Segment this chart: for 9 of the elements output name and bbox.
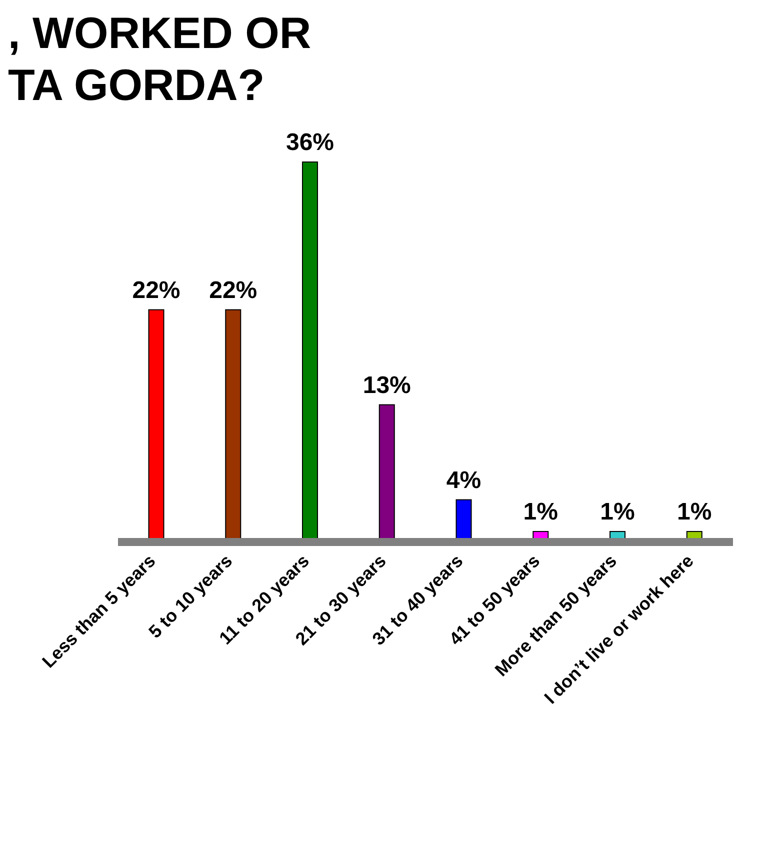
data-label: 22%: [132, 276, 180, 304]
data-label: 1%: [600, 498, 635, 526]
data-label: 4%: [446, 466, 482, 494]
data-label: 22%: [209, 276, 258, 304]
chart-title: , WORKED OR TA GORDA?: [8, 8, 312, 112]
data-label: 1%: [523, 498, 558, 526]
data-label: 36%: [286, 129, 334, 156]
data-label: 1%: [677, 498, 712, 526]
data-label: 13%: [362, 372, 411, 399]
